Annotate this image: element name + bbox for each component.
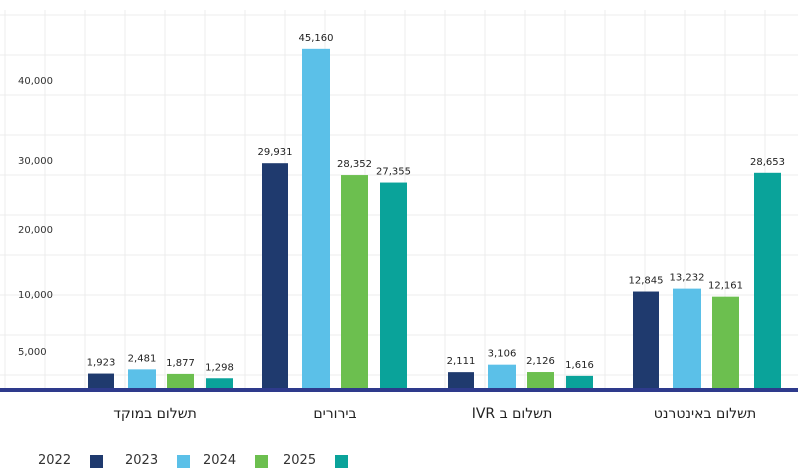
category-label: תשלום באינטרנט bbox=[654, 406, 756, 422]
bar-2022 bbox=[262, 163, 288, 388]
bar-2023 bbox=[128, 369, 156, 388]
bar-2025 bbox=[754, 172, 781, 388]
data-label: 28,653 bbox=[750, 157, 785, 168]
bar-2022 bbox=[88, 373, 114, 388]
bar-2023 bbox=[673, 288, 701, 388]
y-tick-label: 5,000 bbox=[18, 347, 47, 358]
bar-2022 bbox=[448, 372, 474, 388]
data-label: 28,352 bbox=[337, 159, 372, 170]
data-label: 2,111 bbox=[447, 356, 476, 367]
bar-chart: 5,000 10,000 20,000 30,000 40,000 1,923 2,481 1… bbox=[0, 10, 798, 422]
y-tick-label: 10,000 bbox=[18, 290, 53, 301]
bar-2024 bbox=[341, 175, 368, 388]
category-label: תשלום ב IVR bbox=[472, 406, 553, 422]
y-tick-label: 30,000 bbox=[18, 156, 53, 167]
bar-2022 bbox=[633, 291, 659, 388]
legend-swatch bbox=[90, 455, 103, 468]
legend-swatch bbox=[177, 455, 190, 468]
data-label: 12,845 bbox=[629, 276, 664, 287]
data-label: 29,931 bbox=[258, 147, 293, 158]
bar-2023 bbox=[302, 48, 330, 388]
data-label: 27,355 bbox=[376, 167, 411, 178]
data-label: 45,160 bbox=[299, 33, 334, 44]
legend-swatch bbox=[335, 455, 348, 468]
data-label: 2,481 bbox=[128, 353, 157, 364]
category-label: תשלום במוקד bbox=[113, 406, 197, 422]
bar-2024 bbox=[527, 372, 554, 388]
legend-label: 2024 bbox=[203, 453, 237, 468]
legend-label: 2023 bbox=[125, 453, 159, 468]
legend-label: 2025 bbox=[283, 453, 317, 468]
x-axis-line bbox=[0, 388, 798, 392]
bar-2025 bbox=[566, 375, 593, 388]
bar-2024 bbox=[712, 296, 739, 388]
legend-swatch bbox=[255, 455, 268, 468]
bar-2024 bbox=[167, 373, 194, 388]
data-label: 1,923 bbox=[87, 358, 116, 369]
y-tick-label: 20,000 bbox=[18, 225, 53, 236]
data-label: 1,616 bbox=[565, 360, 594, 371]
bar-2025 bbox=[206, 378, 233, 388]
category-label: בירורים bbox=[313, 406, 356, 422]
data-label: 13,232 bbox=[670, 273, 705, 284]
bar-2025 bbox=[380, 182, 407, 388]
data-label: 1,877 bbox=[166, 358, 195, 369]
data-label: 2,126 bbox=[526, 356, 555, 367]
legend-label: 2022 bbox=[38, 453, 72, 468]
bar-2023 bbox=[488, 364, 516, 388]
y-tick-label: 40,000 bbox=[18, 76, 53, 87]
data-label: 3,106 bbox=[488, 349, 517, 360]
data-label: 1,298 bbox=[205, 362, 234, 373]
data-label: 12,161 bbox=[708, 281, 743, 292]
